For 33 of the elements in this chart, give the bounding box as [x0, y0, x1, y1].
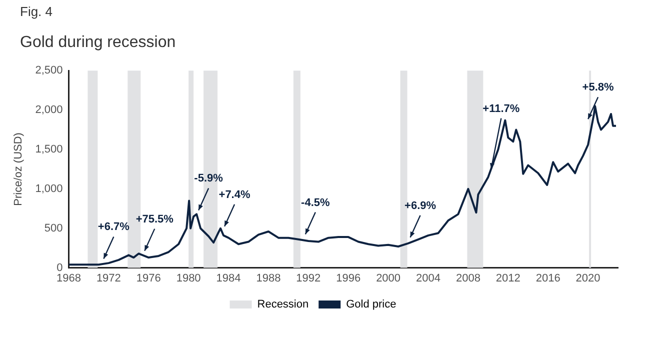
legend-label: Gold price	[346, 298, 396, 311]
x-tick-label: 2004	[416, 272, 440, 284]
x-tick-label: 1984	[216, 272, 241, 284]
x-tick-label: 1992	[296, 272, 321, 284]
x-tick-label: 2020	[576, 272, 600, 284]
y-tick-label: 0	[56, 262, 63, 274]
x-tick-label: 2000	[376, 272, 401, 284]
x-tick-label: 1980	[176, 272, 201, 284]
annotation: +5.8%	[582, 82, 614, 94]
x-tick-label: 1976	[136, 272, 161, 284]
annotation: +75.5%	[136, 213, 174, 226]
x-tick-label: 1996	[336, 272, 361, 284]
x-tick-label: 2008	[456, 272, 480, 284]
y-tick-label: 1,500	[35, 144, 63, 156]
annotation: -4.5%	[301, 196, 330, 209]
y-axis-title: Price/oz (USD)	[12, 132, 25, 206]
annotation: +7.4%	[218, 188, 250, 201]
annotation: -5.9%	[194, 172, 224, 185]
chart-subtitle: Fig. 4	[20, 4, 53, 19]
y-tick-label: 1,000	[35, 182, 63, 195]
y-tick-label: 2,500	[35, 64, 63, 77]
x-tick-label: 1968	[56, 272, 81, 284]
x-tick-label: 1988	[256, 272, 281, 284]
x-tick-label: 2016	[536, 272, 560, 284]
x-tick-label: 2012	[496, 272, 520, 284]
chart-title: Gold during recession	[20, 34, 176, 52]
y-tick-label: 2,000	[35, 104, 63, 116]
annotation: +11.7%	[482, 102, 520, 115]
y-tick-label: 500	[44, 222, 63, 234]
x-tick-label: 1972	[96, 272, 121, 284]
legend-label: Recession	[257, 298, 309, 311]
annotation: +6.7%	[98, 221, 130, 234]
annotation: +6.9%	[404, 200, 436, 212]
